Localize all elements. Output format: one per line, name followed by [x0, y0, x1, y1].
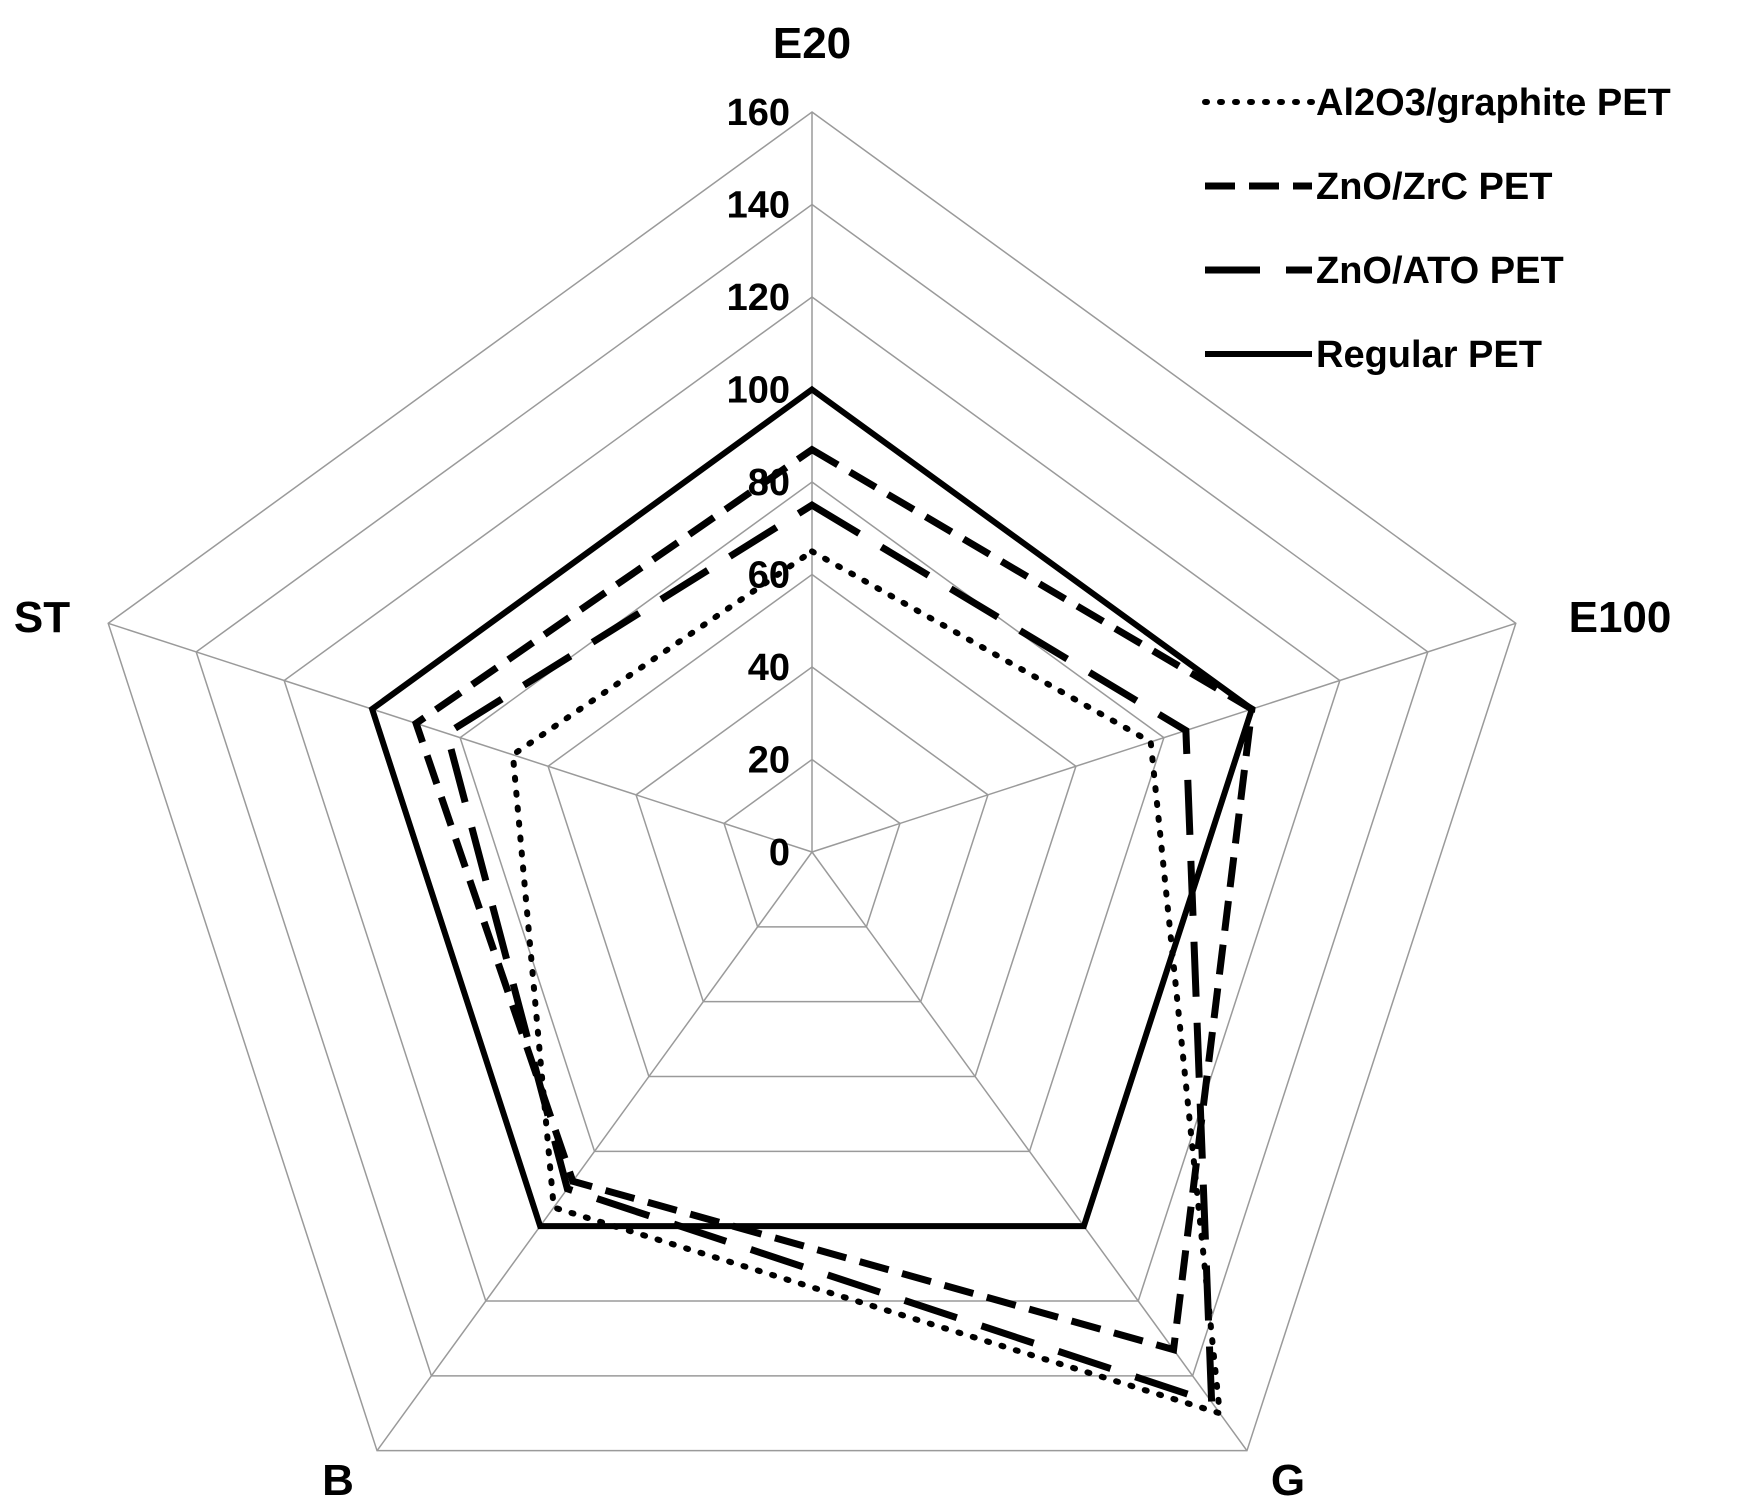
axis-label-E20: E20 — [773, 19, 851, 68]
series-regular-pet — [368, 385, 1256, 1230]
axis-label-G: G — [1271, 1456, 1305, 1505]
axis-label-E100: E100 — [1569, 593, 1672, 642]
legend-label-2: ZnO/ATO PET — [1316, 250, 1564, 292]
grid-ring-120 — [283, 296, 1341, 1302]
grid-ring-80 — [459, 481, 1165, 1153]
spoke-ST — [107, 622, 813, 853]
legend-label-0: Al2O3/graphite PET — [1316, 82, 1671, 124]
legend-label-1: ZnO/ZrC PET — [1316, 166, 1552, 208]
grid-ring-160 — [107, 111, 1517, 1452]
tick-label-120: 120 — [727, 277, 790, 319]
series — [368, 385, 1256, 1418]
tick-label-40: 40 — [748, 647, 790, 689]
grid-ring-60 — [547, 573, 1077, 1078]
legend-label-3: Regular PET — [1316, 334, 1542, 376]
axis-label-ST: ST — [14, 593, 70, 642]
series-zno-zrc-pet — [411, 445, 1256, 1355]
tick-label-160: 160 — [727, 92, 790, 134]
grid-ring-20 — [723, 758, 901, 928]
spoke-E100 — [811, 622, 1517, 853]
series-zno-ato-pet — [442, 501, 1216, 1407]
axis-label-B: B — [322, 1456, 354, 1505]
tick-label-140: 140 — [727, 185, 790, 227]
tick-label-100: 100 — [727, 370, 790, 412]
series-al2o3-graphite-pet — [509, 547, 1224, 1418]
legend: Al2O3/graphite PET ZnO/ZrC PET ZnO/ATO PET… — [1202, 82, 1671, 376]
grid-ring-140 — [195, 203, 1429, 1377]
axis-labels: E20 E100 G B ST — [14, 19, 1672, 1505]
grid-ring-40 — [635, 666, 989, 1003]
tick-label-0: 0 — [769, 832, 790, 874]
spoke-B — [376, 851, 813, 1452]
tick-label-20: 20 — [748, 740, 790, 782]
axis-spokes — [107, 112, 1517, 1452]
